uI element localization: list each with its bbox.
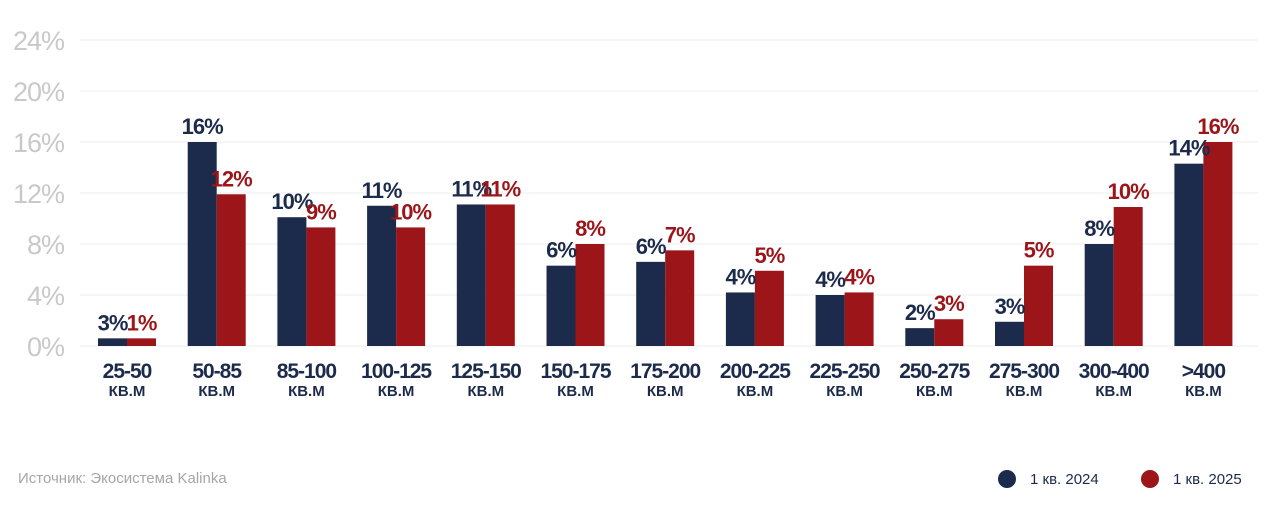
data-label: 3% <box>934 291 964 316</box>
y-tick-label: 4% <box>27 281 65 311</box>
bar-2025 <box>306 227 336 346</box>
bar-2024 <box>546 265 576 346</box>
data-label: 2% <box>905 300 935 325</box>
x-axis-categories: 25-50КВ.М50-85КВ.М85-100КВ.М100-125КВ.М1… <box>103 360 1227 400</box>
bar-2025 <box>1113 207 1143 346</box>
data-label: 3% <box>995 294 1025 319</box>
y-tick-label: 24% <box>13 26 65 56</box>
bars <box>98 142 1233 346</box>
category-unit: КВ.М <box>737 383 774 400</box>
legend-item-2025: 1 кв. 2025 <box>1141 470 1242 488</box>
category-unit: КВ.М <box>1095 383 1132 400</box>
category-unit: КВ.М <box>378 383 415 400</box>
bar-2025 <box>665 250 695 346</box>
category-unit: КВ.М <box>109 383 146 400</box>
data-label: 4% <box>726 264 756 289</box>
source-note: Источник: Экосистема Kalinka <box>18 470 227 487</box>
category-label: 25-50 <box>103 360 152 383</box>
bar-2024 <box>636 261 666 346</box>
category-unit: КВ.М <box>1185 383 1222 400</box>
category-unit: КВ.М <box>1006 383 1043 400</box>
bar-2025 <box>127 338 156 346</box>
bar-2024 <box>367 205 397 346</box>
data-label: 9% <box>306 199 336 224</box>
category-label: 150-175 <box>540 360 611 383</box>
data-label: 11% <box>451 176 491 201</box>
bar-2024 <box>1084 244 1114 346</box>
data-label: 1% <box>127 310 157 335</box>
legend-item-2024: 1 кв. 2024 <box>998 470 1099 488</box>
data-label: 10% <box>390 199 431 224</box>
category-unit: КВ.М <box>557 383 594 400</box>
legend-label-2025: 1 кв. 2025 <box>1173 470 1242 488</box>
data-label: 10% <box>1108 179 1149 204</box>
y-tick-label: 8% <box>27 230 65 260</box>
data-label: 7% <box>665 222 695 247</box>
bar-2025 <box>934 319 964 346</box>
category-label: 100-125 <box>361 360 432 383</box>
bar-chart: 0%4%8%12%16%20%24% 3% 1%16%12%10%9%11%10%… <box>13 26 1258 400</box>
data-label: 8% <box>1084 216 1114 241</box>
bar-2025 <box>844 292 874 346</box>
bar-2024 <box>995 321 1024 346</box>
data-label: 11% <box>480 176 520 201</box>
category-label: 125-150 <box>451 360 521 383</box>
bar-2025 <box>1203 142 1233 346</box>
category-label: 200-225 <box>720 360 791 383</box>
data-labels: 3% 1%16%12%10%9%11%10%11%11%6%8%6% 7%4%5%4… <box>98 114 1240 335</box>
data-label: 8% <box>575 216 605 241</box>
data-label: 12% <box>211 166 252 191</box>
data-label: 6% <box>546 238 576 263</box>
bar-2024 <box>905 328 935 346</box>
data-label: 6% <box>636 234 666 259</box>
category-label: 275-300 <box>989 360 1059 383</box>
bar-2025 <box>575 244 605 346</box>
data-label: 16% <box>182 114 223 139</box>
bar-2024 <box>725 292 755 346</box>
bar-2024 <box>277 217 307 346</box>
bar-2025 <box>754 270 784 346</box>
legend-swatch-2024 <box>998 470 1016 488</box>
data-label: 3% <box>98 310 128 335</box>
bar-2025 <box>1024 265 1053 346</box>
y-axis-ticks: 0% 4% 8% 12% 16% 20% 24% <box>13 26 66 362</box>
legend-swatch-2025 <box>1141 470 1159 488</box>
category-label: 250-275 <box>899 360 970 383</box>
bar-2024 <box>456 204 486 346</box>
category-label: 225-250 <box>810 360 880 383</box>
y-tick-label: 16% <box>13 128 65 158</box>
category-label: 175-200 <box>630 360 700 383</box>
data-label: 10% <box>271 189 312 214</box>
bar-2024 <box>187 142 217 346</box>
y-tick-label: 0% <box>27 332 65 362</box>
category-unit: КВ.М <box>916 383 953 400</box>
category-unit: КВ.М <box>467 383 504 400</box>
category-unit: КВ.М <box>826 383 863 400</box>
category-label: 85-100 <box>277 360 337 383</box>
y-tick-label: 12% <box>13 179 65 209</box>
data-label: 5% <box>1024 238 1054 263</box>
category-unit: КВ.М <box>288 383 325 400</box>
category-unit: КВ.М <box>647 383 684 400</box>
data-label: 16% <box>1197 114 1238 139</box>
category-label: 50-85 <box>192 360 242 383</box>
bar-2025 <box>396 227 426 346</box>
bar-2025 <box>485 204 515 346</box>
data-label: 4% <box>844 264 874 289</box>
grid-lines <box>80 39 1258 347</box>
bar-2024 <box>1174 163 1204 346</box>
data-label: 4% <box>815 267 845 292</box>
bar-2024 <box>98 338 127 346</box>
bar-2024 <box>815 295 845 346</box>
y-tick-label: 20% <box>13 77 65 107</box>
category-unit: КВ.М <box>198 383 235 400</box>
data-label: 11% <box>362 178 402 203</box>
bar-2025 <box>216 194 246 346</box>
data-label: 5% <box>755 243 785 268</box>
category-label: 300-400 <box>1079 360 1149 383</box>
legend-label-2024: 1 кв. 2024 <box>1030 470 1099 488</box>
category-label: >400 <box>1182 360 1226 383</box>
data-label: 14% <box>1168 136 1209 161</box>
